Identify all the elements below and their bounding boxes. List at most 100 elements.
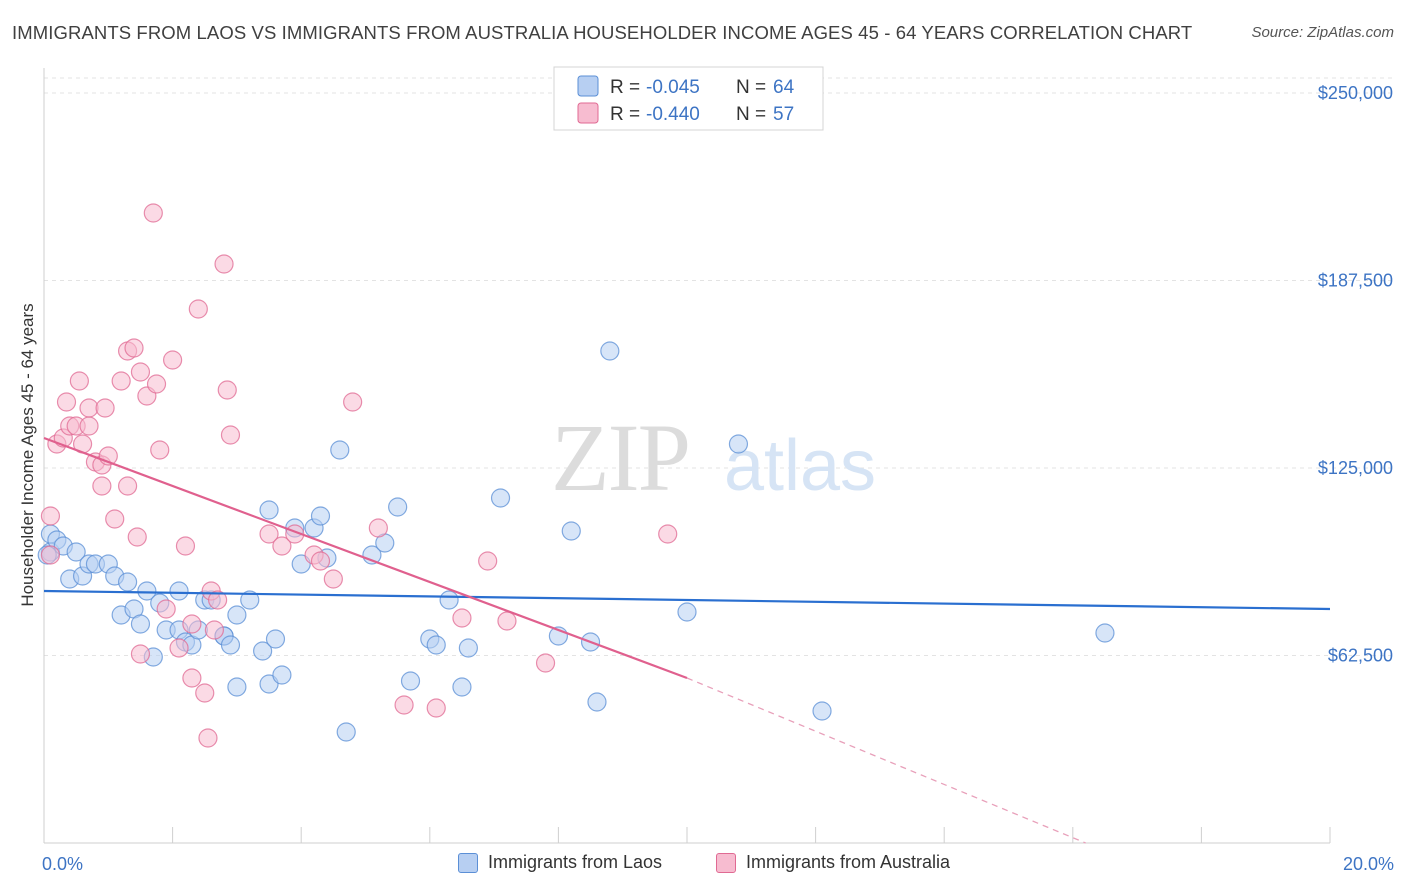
legend-n-value: 64: [773, 77, 795, 98]
legend-r-label: R =: [610, 77, 640, 98]
data-point: [728, 434, 749, 454]
data-point: [130, 614, 151, 634]
axes: [43, 68, 1331, 844]
data-point: [812, 701, 832, 721]
legend-swatch: [577, 75, 599, 97]
data-point: [310, 506, 331, 526]
data-point: [163, 350, 183, 370]
data-point: [343, 392, 363, 412]
data-point: [272, 536, 292, 556]
data-point: [240, 590, 260, 610]
data-point: [330, 440, 350, 460]
data-point: [117, 572, 138, 592]
data-point: [182, 668, 202, 688]
data-point: [452, 677, 472, 697]
data-point: [452, 608, 472, 628]
data-point: [182, 614, 202, 634]
data-point: [600, 341, 620, 361]
data-point: [214, 254, 234, 274]
legend-n-label: N =: [736, 77, 766, 98]
data-point: [175, 536, 196, 556]
legend-swatch-laos: [458, 852, 478, 873]
data-point: [265, 629, 286, 649]
source-note: Source: ZipAtlas.com: [1251, 24, 1394, 41]
data-point: [130, 644, 151, 664]
watermark: ZIP atlas: [551, 404, 876, 511]
trend-lines: [43, 436, 1331, 844]
data-point: [336, 722, 356, 742]
data-point: [272, 665, 292, 685]
data-point: [439, 590, 459, 610]
data-point: [111, 371, 131, 391]
data-point: [127, 527, 147, 547]
data-point: [169, 581, 189, 601]
data-point: [198, 728, 218, 748]
data-point: [426, 698, 446, 718]
data-point: [217, 380, 237, 400]
data-point: [259, 500, 279, 520]
data-point: [253, 641, 273, 661]
legend-r-value: -0.045: [646, 77, 700, 98]
data-point: [143, 203, 163, 223]
y-axis-label: Householder Income Ages 45 - 64 years: [18, 303, 37, 607]
data-point: [156, 599, 176, 619]
legend-r-label: R =: [610, 104, 640, 125]
data-point: [323, 569, 343, 589]
data-point: [40, 506, 61, 526]
gridlines: [44, 77, 1396, 656]
data-point: [188, 299, 208, 319]
data-point: [66, 542, 86, 562]
data-point: [587, 692, 607, 712]
legend-swatch-australia: [716, 852, 736, 873]
y-tick-label: $62,500: [1328, 646, 1393, 666]
bottom-legend-item-laos: Immigrants from Laos: [458, 852, 662, 873]
data-point: [535, 653, 556, 673]
bottom-legend: Immigrants from Laos Immigrants from Aus…: [0, 852, 1406, 878]
legend-swatch: [577, 102, 599, 124]
data-point: [195, 683, 215, 703]
legend-box: R = -0.045 N = 64 R = -0.440 N = 57: [553, 66, 824, 131]
data-point: [208, 590, 228, 610]
data-point: [130, 362, 151, 382]
watermark-atlas: atlas: [724, 426, 876, 506]
data-point: [394, 695, 414, 715]
data-point: [169, 638, 189, 658]
legend-n-value: 57: [773, 104, 794, 125]
data-point: [79, 398, 99, 418]
tick-labels: $62,500 $125,000 $187,500 $250,000 0.0% 20.0%: [42, 83, 1394, 874]
trend-line: [43, 436, 688, 680]
trend-line-extension: [686, 677, 1086, 844]
data-point: [310, 551, 331, 571]
data-point: [137, 581, 157, 601]
watermark-zip: ZIP: [551, 404, 689, 511]
legend-n-label: N =: [736, 104, 766, 125]
legend-label-laos: Immigrants from Laos: [488, 852, 663, 872]
data-point: [677, 602, 697, 622]
series-australia-points: [40, 203, 678, 748]
data-point: [95, 398, 115, 418]
legend-r-value: -0.440: [646, 104, 700, 125]
data-point: [400, 671, 421, 691]
data-point: [458, 638, 478, 658]
data-point: [105, 509, 125, 529]
data-point: [227, 605, 247, 625]
data-point: [259, 524, 279, 544]
data-point: [92, 476, 112, 496]
bottom-legend-item-australia: Immigrants from Australia: [716, 852, 950, 873]
y-tick-label: $125,000: [1318, 458, 1393, 478]
legend-label-australia: Immigrants from Australia: [746, 852, 951, 872]
data-point: [497, 611, 517, 631]
legend-frame: [553, 66, 824, 131]
data-point: [478, 551, 498, 571]
y-tick-label: $250,000: [1318, 83, 1393, 103]
y-tick-label: $187,500: [1318, 271, 1393, 291]
data-point: [490, 488, 511, 508]
data-point: [561, 521, 581, 541]
x-tick-label-max: 20.0%: [1343, 854, 1394, 874]
data-point: [204, 620, 224, 640]
data-point: [227, 677, 247, 697]
data-point: [69, 371, 89, 391]
data-point: [658, 524, 678, 544]
data-point: [368, 518, 388, 538]
